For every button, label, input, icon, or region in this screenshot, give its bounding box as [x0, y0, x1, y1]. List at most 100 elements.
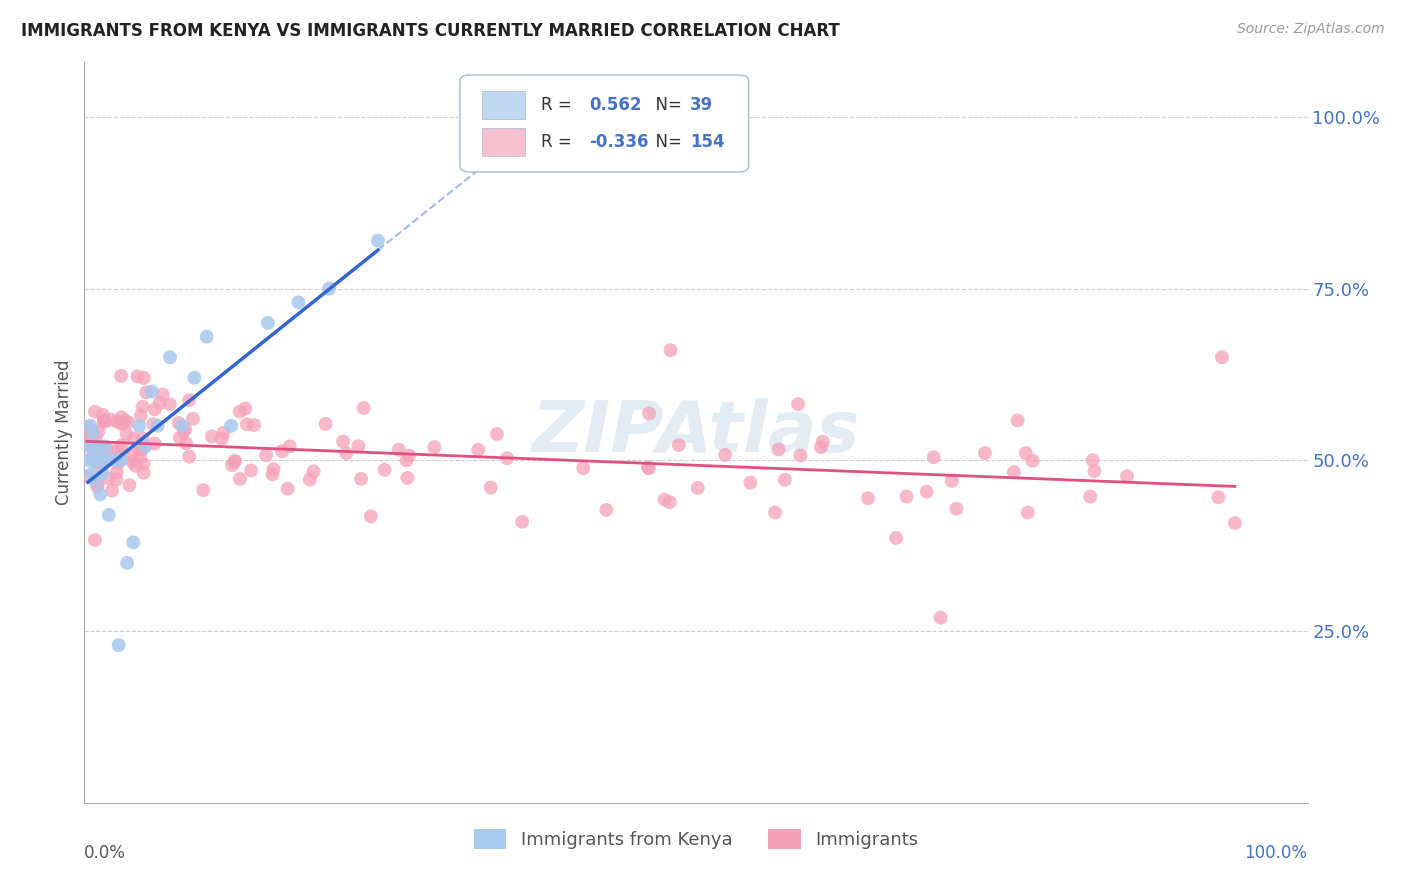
- Point: [856, 491, 879, 506]
- Bar: [482, 128, 524, 156]
- Point: [318, 282, 340, 296]
- Point: [132, 457, 155, 471]
- Point: [105, 465, 128, 479]
- Text: 100.0%: 100.0%: [1244, 844, 1308, 862]
- Point: [174, 436, 197, 450]
- Point: [637, 460, 659, 475]
- Point: [82, 425, 104, 440]
- Point: [118, 478, 141, 492]
- Point: [128, 442, 150, 456]
- Point: [686, 481, 709, 495]
- Point: [219, 418, 242, 433]
- Point: [105, 473, 128, 487]
- Point: [211, 432, 233, 446]
- Bar: [482, 91, 524, 119]
- Point: [423, 440, 446, 454]
- Point: [1007, 413, 1029, 427]
- Point: [77, 430, 100, 444]
- Point: [84, 430, 107, 444]
- Point: [572, 461, 595, 475]
- FancyBboxPatch shape: [460, 75, 748, 172]
- Point: [93, 442, 115, 456]
- Point: [212, 425, 235, 440]
- Point: [77, 439, 100, 453]
- Point: [638, 407, 661, 421]
- Point: [110, 438, 132, 452]
- Text: Source: ZipAtlas.com: Source: ZipAtlas.com: [1237, 22, 1385, 37]
- Point: [172, 418, 194, 433]
- Point: [278, 439, 301, 453]
- Point: [229, 404, 252, 418]
- Point: [132, 371, 155, 385]
- Point: [195, 329, 218, 343]
- Point: [129, 409, 152, 423]
- Point: [884, 531, 907, 545]
- Point: [86, 477, 108, 491]
- Point: [146, 418, 169, 433]
- Point: [1002, 465, 1025, 479]
- Point: [654, 492, 676, 507]
- Text: IMMIGRANTS FROM KENYA VS IMMIGRANTS CURRENTLY MARRIED CORRELATION CHART: IMMIGRANTS FROM KENYA VS IMMIGRANTS CURR…: [21, 22, 839, 40]
- Point: [233, 401, 256, 416]
- Text: ZIPAtlas: ZIPAtlas: [531, 398, 860, 467]
- Point: [763, 506, 786, 520]
- Point: [111, 444, 134, 458]
- Point: [922, 450, 945, 465]
- Text: R =: R =: [541, 95, 576, 113]
- Point: [105, 415, 128, 429]
- Point: [929, 610, 952, 624]
- Point: [131, 431, 153, 445]
- Point: [100, 453, 122, 467]
- Point: [90, 448, 112, 462]
- Point: [80, 431, 103, 445]
- Point: [287, 295, 309, 310]
- Point: [398, 449, 420, 463]
- Point: [83, 451, 105, 466]
- Point: [96, 453, 118, 467]
- Point: [388, 442, 411, 457]
- Point: [1081, 453, 1104, 467]
- Point: [107, 456, 129, 470]
- Point: [121, 450, 143, 464]
- Point: [277, 482, 299, 496]
- Point: [131, 400, 153, 414]
- Point: [77, 437, 100, 451]
- Point: [236, 417, 259, 432]
- Point: [595, 503, 617, 517]
- Point: [91, 408, 114, 422]
- Point: [915, 484, 938, 499]
- Point: [243, 417, 266, 432]
- Point: [84, 474, 107, 488]
- Point: [229, 472, 252, 486]
- Point: [114, 413, 136, 427]
- Text: N=: N=: [644, 133, 686, 151]
- Point: [86, 448, 108, 462]
- Point: [224, 453, 246, 467]
- Point: [86, 454, 108, 468]
- Point: [479, 481, 502, 495]
- Point: [128, 418, 150, 433]
- Point: [714, 448, 737, 462]
- Point: [740, 475, 762, 490]
- Point: [315, 417, 337, 431]
- Point: [79, 418, 101, 433]
- Point: [159, 397, 181, 411]
- Point: [101, 451, 124, 466]
- Y-axis label: Currently Married: Currently Married: [55, 359, 73, 506]
- Text: -0.336: -0.336: [589, 133, 650, 151]
- Point: [332, 434, 354, 449]
- Point: [395, 453, 418, 467]
- Point: [87, 439, 110, 453]
- Point: [129, 450, 152, 465]
- Point: [93, 415, 115, 429]
- Point: [974, 446, 997, 460]
- Point: [945, 501, 967, 516]
- Point: [122, 431, 145, 445]
- Point: [101, 483, 124, 498]
- Point: [122, 535, 145, 549]
- Point: [810, 440, 832, 454]
- Point: [115, 427, 138, 442]
- Point: [152, 387, 174, 401]
- Point: [77, 426, 100, 441]
- Point: [104, 444, 127, 458]
